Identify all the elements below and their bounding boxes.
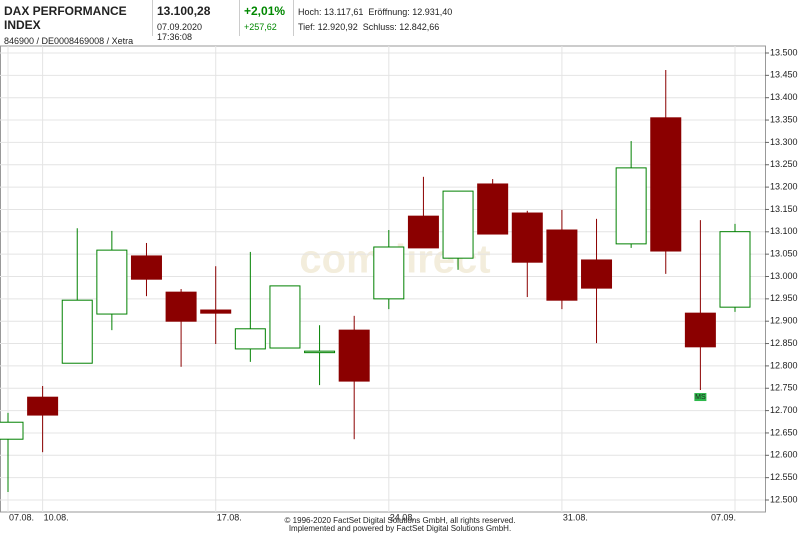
header-name: DAX PERFORMANCE INDEX 846900 / DE0008469… (0, 0, 153, 46)
y-tick-label: 13.450 (770, 70, 798, 80)
close: Schluss: 12.842,66 (362, 22, 440, 32)
candle-body (130, 255, 162, 280)
y-tick-label: 12.750 (770, 383, 798, 393)
x-tick-label: 31.08. (563, 512, 588, 522)
high: Hoch: 13.117,61 (298, 7, 364, 17)
y-tick-label: 12.550 (770, 472, 798, 482)
footer: © 1996-2020 FactSet Digital Solutions Gm… (285, 516, 516, 525)
candle-body (338, 329, 370, 382)
y-tick-label: 13.200 (770, 181, 798, 191)
footer: Implemented and powered by FactSet Digit… (289, 524, 511, 533)
candle-body (650, 117, 682, 252)
y-tick-label: 13.350 (770, 114, 798, 124)
x-tick-label: 10.08. (44, 512, 69, 522)
candle-body (200, 309, 232, 314)
y-tick-label: 12.700 (770, 405, 798, 415)
y-tick-label: 12.650 (770, 427, 798, 437)
y-tick-label: 12.800 (770, 360, 798, 370)
price: 13.100,28 (157, 4, 211, 18)
annotation-box (694, 393, 707, 402)
y-tick-label: 13.300 (770, 137, 798, 147)
y-tick-label: 13.050 (770, 249, 798, 259)
y-tick-label: 12.500 (770, 494, 798, 504)
time: 07.09.2020 17:36:08 (157, 22, 203, 42)
candle-body (27, 396, 59, 416)
y-tick-label: 13.500 (770, 47, 798, 57)
candle-body (96, 249, 128, 315)
y-tick-label: 13.250 (770, 159, 798, 169)
y-tick-label: 13.100 (770, 226, 798, 236)
change-pct: +2,01% (244, 4, 286, 18)
chart: comdirect 12.50012.55012.60012.65012.700… (0, 45, 798, 533)
open: Eröffnung: 12.931,40 (368, 7, 453, 17)
candle-body (407, 215, 439, 249)
annotation: MS (695, 394, 706, 401)
candle-body (477, 183, 509, 235)
candle-body (234, 328, 266, 350)
x-tick-label: 07.08. (9, 512, 34, 522)
candle-body (304, 350, 336, 354)
header-price: 13.100,28 07.09.2020 17:36:08 (153, 0, 240, 42)
change-abs: +257,62 (244, 22, 277, 32)
x-tick-label: 24.08. (390, 512, 415, 522)
plot-area (0, 45, 766, 513)
y-tick-label: 13.150 (770, 204, 798, 214)
header-change: +2,01% +257,62 (240, 0, 294, 36)
candle-body (511, 212, 543, 263)
candle-body (684, 312, 716, 348)
candle-body (719, 231, 751, 308)
header-stats: Hoch: 13.117,61 Eröffnung: 12.931,40 Tie… (294, 0, 454, 36)
y-tick-label: 12.600 (770, 450, 798, 460)
y-tick-label: 12.850 (770, 338, 798, 348)
candle-body (615, 167, 647, 245)
low: Tief: 12.920,92 (298, 22, 358, 32)
y-tick-label: 13.000 (770, 271, 798, 281)
y-tick-label: 12.900 (770, 316, 798, 326)
candle-body (269, 285, 301, 349)
index-name: DAX PERFORMANCE INDEX (4, 4, 127, 32)
index-ids: 846900 / DE0008469008 / Xetra (4, 36, 134, 46)
candle-body (546, 229, 578, 301)
candle-body (442, 190, 474, 259)
candle-body (0, 421, 24, 440)
y-tick-label: 13.400 (770, 92, 798, 102)
candle-body (581, 259, 613, 289)
x-tick-label: 07.09. (711, 512, 736, 522)
y-tick-label: 12.950 (770, 293, 798, 303)
candle-body (61, 299, 93, 364)
x-tick-label: 17.08. (217, 512, 242, 522)
candle-body (373, 246, 405, 300)
candle-body (165, 291, 197, 322)
